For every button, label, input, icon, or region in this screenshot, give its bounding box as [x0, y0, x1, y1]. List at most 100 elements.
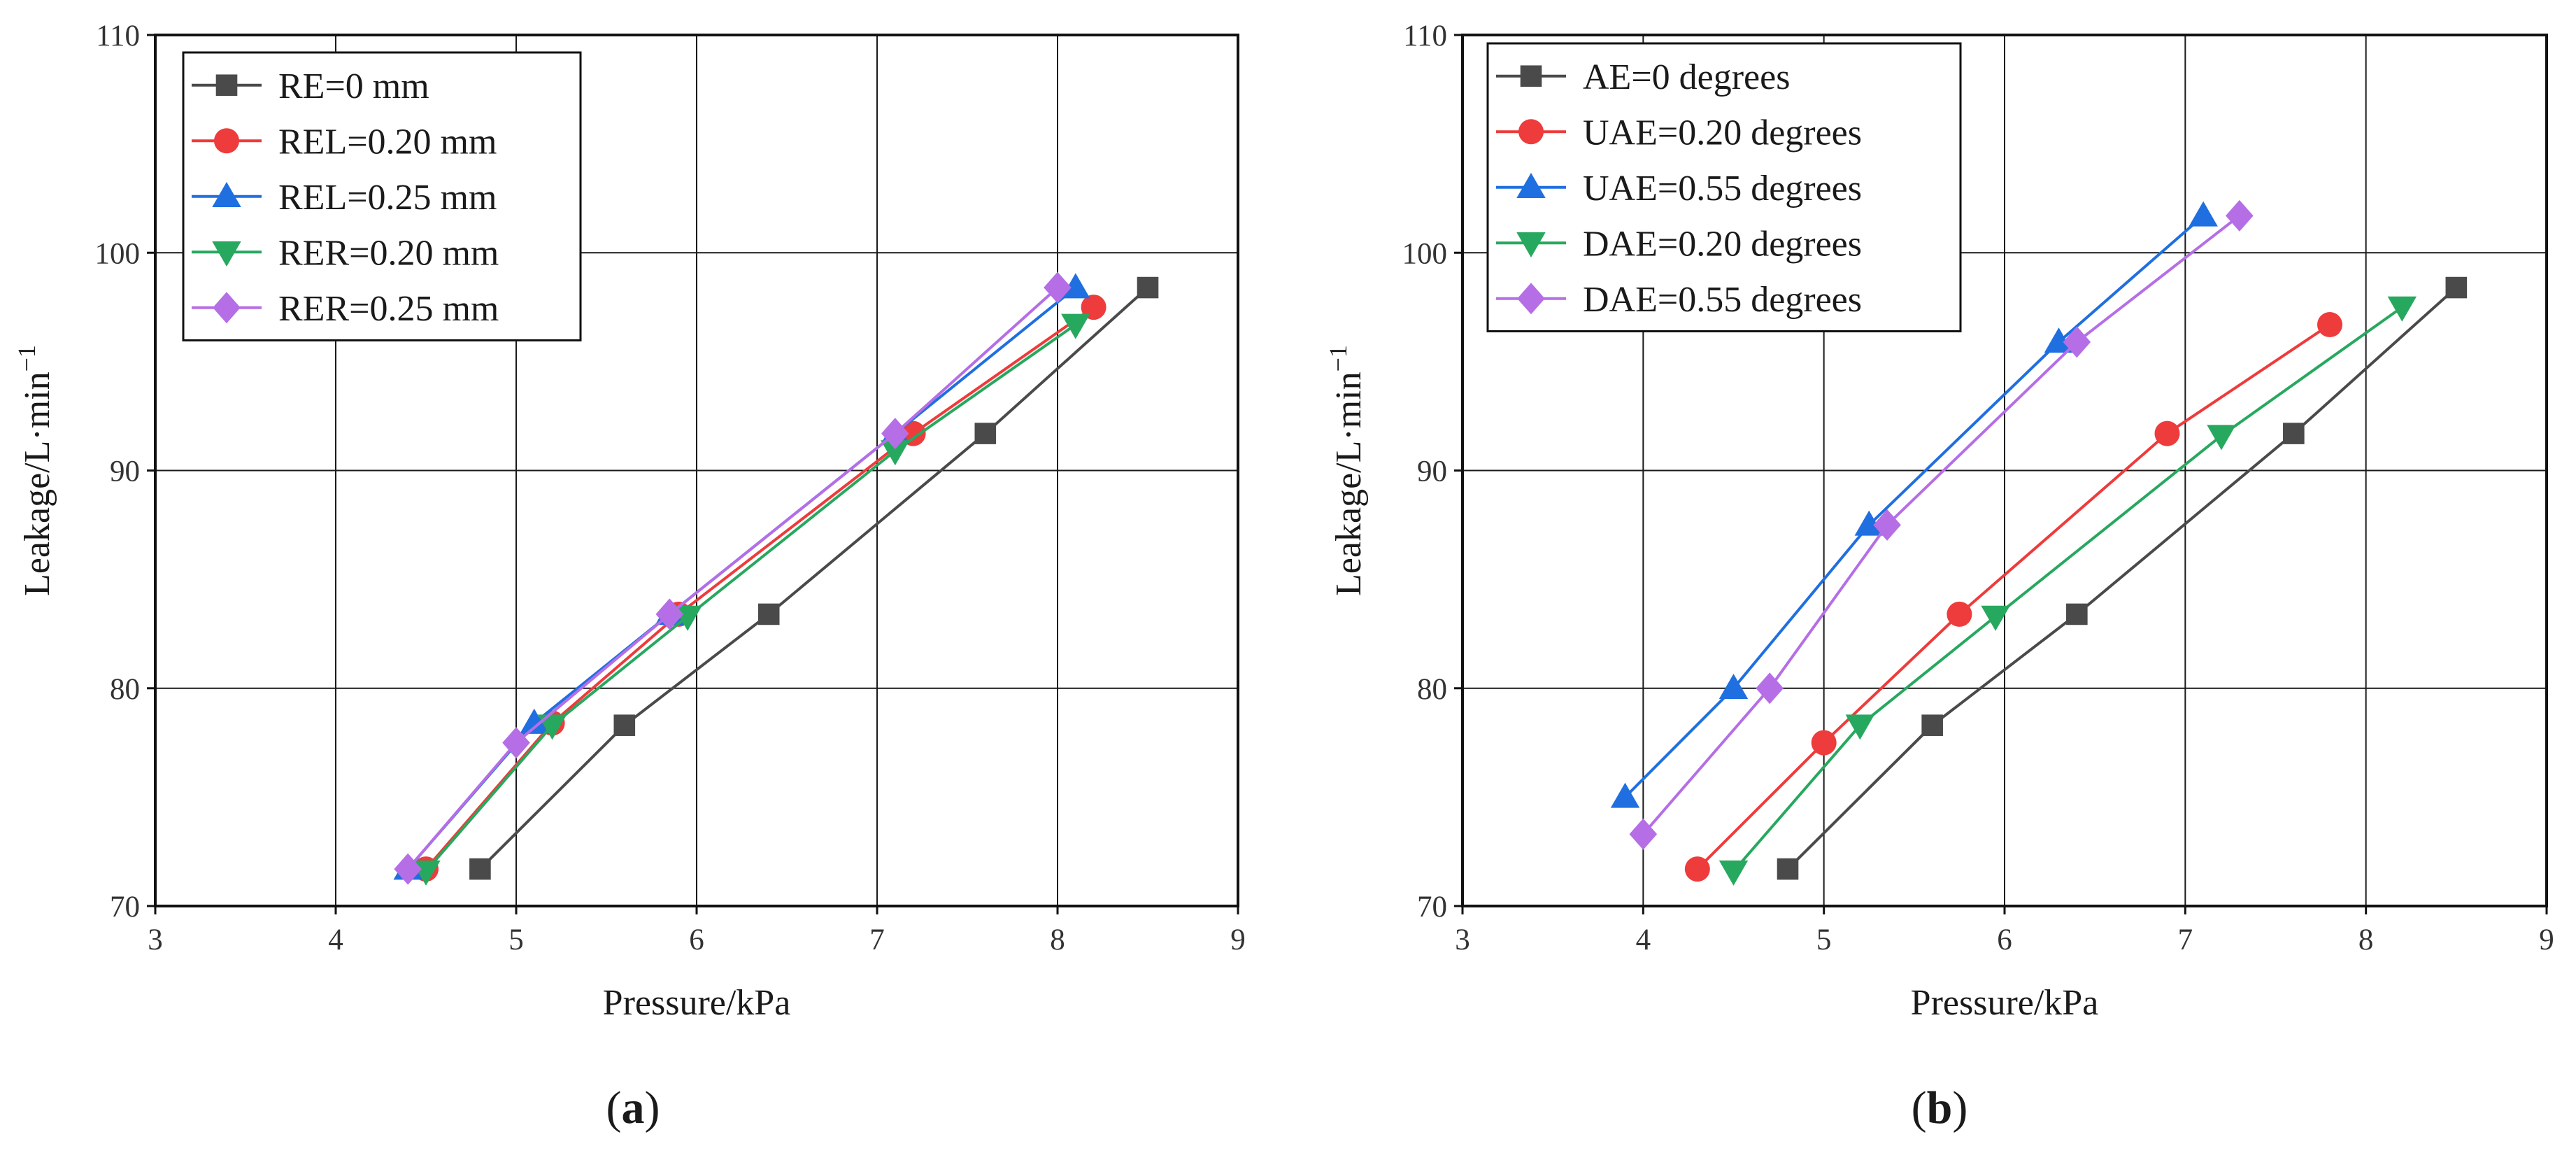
x-tick-label: 4: [1636, 924, 1651, 956]
y-tick-label: 110: [1403, 20, 1447, 52]
panel-label: (a): [606, 1082, 660, 1133]
chart-panel-b: 3 4 5 6 7 8 9 70 80 90 100 110 Pressure/kPa Leakage/L…: [1324, 20, 2554, 1133]
data-point: [394, 853, 422, 885]
data-point: [1081, 295, 1106, 320]
data-point: [1718, 860, 1749, 886]
data-point: [757, 603, 780, 625]
panel-label: (b): [1912, 1082, 1968, 1133]
legend-entry: DAE=0.20 degrees: [1496, 224, 1862, 264]
data-point: [2154, 420, 2180, 446]
x-tick-label: 7: [2178, 924, 2193, 956]
data-point: [1756, 672, 1784, 705]
x-tick-label: 8: [2358, 924, 2374, 956]
y-tick-label: 100: [95, 237, 141, 270]
data-point: [655, 598, 684, 630]
x-tick-label: 5: [1816, 924, 1832, 956]
legend-label: RER=0.25 mm: [278, 289, 499, 329]
data-point: [2226, 199, 2254, 232]
data-point: [2066, 603, 2088, 625]
legend-label: DAE=0.20 degrees: [1583, 224, 1862, 264]
series-1: [1777, 276, 2468, 880]
data-point: [1981, 605, 2010, 631]
data-point: [974, 423, 997, 444]
legend-entry: UAE=0.20 degrees: [1496, 113, 1862, 153]
legend-entry: AE=0 degrees: [1496, 57, 1790, 97]
y-tick-label: 90: [1417, 455, 1447, 488]
legend-marker: [1516, 232, 1546, 257]
chart-panel-a: 3 4 5 6 7 8 9 70 80 90 100 110 Pressure/kPa Leakage/L…: [13, 20, 1246, 1133]
y-tick-label: 70: [110, 891, 140, 924]
x-tick-label: 9: [2539, 924, 2554, 956]
data-point: [2283, 423, 2305, 444]
x-tick-label: 4: [328, 924, 343, 956]
series-4: [411, 313, 1090, 886]
legend-label: UAE=0.55 degrees: [1583, 169, 1862, 208]
data-point: [1610, 782, 1640, 808]
data-point: [1629, 818, 1658, 850]
y-tick-label: 100: [1402, 237, 1448, 270]
data-point: [1718, 674, 1749, 700]
x-axis-label: Pressure/kPa: [603, 983, 791, 1023]
x-tick-label: 3: [148, 924, 163, 956]
data-point: [881, 418, 909, 450]
data-point: [1044, 271, 1072, 304]
x-axis-label: Pressure/kPa: [1911, 983, 2099, 1023]
legend-entry: RER=0.20 mm: [192, 233, 499, 273]
data-point: [1811, 730, 1837, 756]
y-axis-label: Leakage/L·min−1: [1324, 345, 1369, 596]
legend-label: RE=0 mm: [278, 66, 429, 106]
data-point: [537, 714, 567, 740]
data-point: [1947, 601, 1972, 627]
legend-label: REL=0.25 mm: [278, 178, 497, 218]
y-axis-label-text: Leakage/L·min: [1329, 372, 1369, 596]
x-tick-label: 3: [1455, 924, 1470, 956]
legend-box: [1486, 42, 1962, 332]
series-1: [469, 276, 1159, 880]
data-point: [1854, 510, 1884, 536]
legend-marker: [215, 74, 238, 97]
series-3: [1610, 201, 2218, 808]
legend-marker: [1520, 65, 1542, 87]
data-point: [2445, 276, 2468, 299]
legend-label: RER=0.20 mm: [278, 233, 499, 273]
legend-marker: [1516, 173, 1546, 199]
y-axis-label: Leakage/L·min−1: [13, 345, 57, 596]
legend-entry: RE=0 mm: [192, 66, 429, 106]
y-tick-label: 110: [96, 20, 140, 52]
legend-entry: RER=0.25 mm: [192, 289, 499, 329]
x-tick-label: 8: [1050, 924, 1065, 956]
legend-entry: DAE=0.55 degrees: [1496, 280, 1862, 320]
x-tick-label: 6: [689, 924, 704, 956]
legend-label: DAE=0.55 degrees: [1583, 280, 1862, 320]
legend-marker: [214, 128, 239, 154]
data-point: [2189, 201, 2218, 227]
data-point: [2044, 327, 2074, 353]
legend-marker: [1518, 119, 1544, 145]
data-point: [2387, 296, 2417, 322]
data-point: [1845, 714, 1875, 740]
data-point: [1137, 276, 1159, 299]
legend-entry: UAE=0.55 degrees: [1496, 169, 1862, 208]
x-tick-label: 7: [869, 924, 885, 956]
y-tick-label: 80: [1417, 673, 1447, 706]
legend-label: AE=0 degrees: [1583, 57, 1790, 97]
data-point: [2317, 311, 2342, 337]
legend-marker: [1517, 283, 1545, 315]
series-4: [1718, 296, 2417, 886]
x-tick-label: 5: [508, 924, 524, 956]
data-point: [1684, 856, 1710, 882]
series-2: [1684, 311, 2342, 882]
data-point: [1921, 714, 1943, 736]
legend-marker: [213, 292, 241, 324]
data-point: [469, 858, 491, 880]
data-point: [520, 708, 549, 734]
data-point: [502, 727, 530, 759]
x-tick-label: 6: [1997, 924, 2012, 956]
y-tick-label: 70: [1417, 891, 1447, 924]
y-axis-label-exponent: −1: [13, 345, 41, 372]
legend-marker: [212, 241, 241, 267]
series-5: [1629, 199, 2254, 850]
data-point: [1873, 509, 1901, 541]
data-point: [1061, 273, 1090, 299]
